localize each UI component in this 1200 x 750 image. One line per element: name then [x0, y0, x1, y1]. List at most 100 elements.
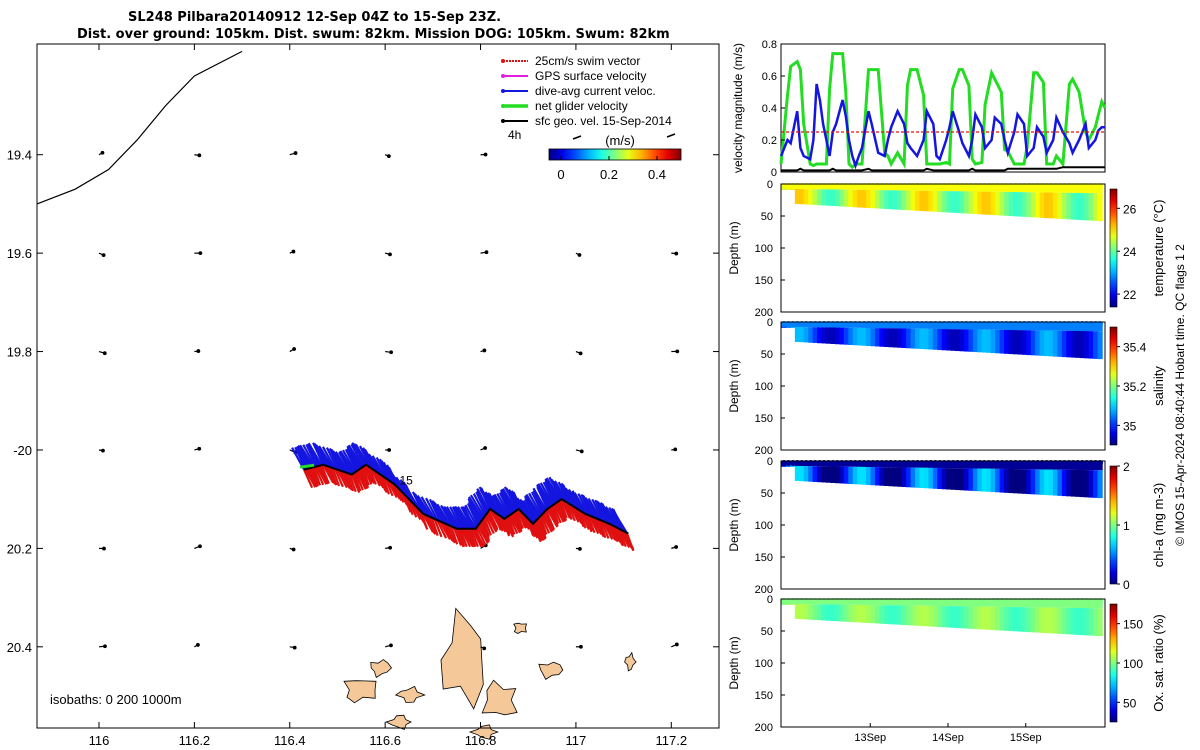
oxygen-profile-deep — [848, 604, 854, 622]
legend-swatch-head — [501, 104, 505, 108]
dive-avg-vector — [567, 488, 583, 513]
oxygen-profile-deep — [826, 604, 832, 621]
chl-colorbar-tick-label: 2 — [1123, 460, 1130, 474]
swim-vector — [361, 466, 370, 486]
dive-avg-vector — [461, 506, 477, 530]
salinity-profile-deep — [1066, 330, 1072, 358]
dive-avg-vector — [433, 502, 450, 526]
oxygen-profile-deep — [1021, 607, 1028, 632]
dive-avg-vector — [532, 487, 548, 511]
swim-vector — [348, 473, 357, 493]
track-day-label: 15 — [399, 473, 413, 487]
land-island — [538, 661, 564, 680]
oxygen-profile-deep — [874, 605, 881, 624]
dive-avg-vector — [318, 445, 334, 469]
temperature-profile-deep — [981, 191, 987, 215]
temperature-profile-deep — [857, 189, 863, 208]
chl-profile-deep — [1048, 469, 1054, 496]
dive-avg-vector — [467, 497, 483, 522]
dive-avg-vector — [443, 506, 460, 530]
temperature-profile-deep — [826, 189, 832, 206]
chl-colorbar-tick-label: 1 — [1123, 519, 1130, 533]
land-island — [513, 622, 528, 634]
chl-profile-deep — [1021, 469, 1028, 494]
dive-avg-vector — [537, 483, 554, 507]
map-x-tick-label: 116.4 — [274, 733, 306, 748]
temperature-profile-deep — [977, 191, 983, 215]
dive-avg-vector — [522, 500, 536, 524]
sfc-vector-head — [101, 448, 105, 453]
salinity-profile-deep — [1052, 330, 1059, 357]
chl-profile-deep — [1070, 469, 1076, 497]
chl-profile-deep — [821, 466, 827, 483]
oxygen-colorbar-tick-label: 100 — [1123, 657, 1143, 671]
chl-y-axis-label: Depth (m) — [727, 498, 741, 551]
chl-profile-deep — [901, 467, 907, 488]
legend-swatch-head — [501, 89, 505, 93]
salinity-profile-deep — [1079, 331, 1085, 359]
dive-avg-vector — [475, 491, 488, 515]
temperature-profile-deep — [821, 189, 827, 206]
chl-profile-deep — [799, 466, 805, 482]
sfc-vector-head — [482, 646, 487, 651]
dive-avg-vector — [604, 506, 620, 530]
arrow-scale-vector — [666, 133, 676, 138]
dive-avg-vector — [344, 448, 358, 472]
dive-avg-vector — [359, 445, 372, 469]
isobaths-label: isobaths: 0 200 1000m — [50, 692, 182, 707]
sfc-vector-head — [674, 251, 679, 256]
dive-avg-vector — [460, 506, 474, 530]
sfc-vector-head — [674, 545, 679, 549]
salinity-profile-deep — [1039, 330, 1045, 356]
map-x-tick-label: 117.2 — [656, 733, 688, 748]
velocity-y-axis-label: velocity magnitude (m/s) — [731, 43, 745, 173]
swim-vector — [447, 524, 456, 544]
chl-profile-deep — [981, 468, 987, 492]
temperature-profile-deep — [968, 191, 974, 214]
sfc-vector-head — [483, 152, 488, 157]
dive-avg-vector — [354, 443, 370, 467]
dive-avg-vector — [339, 450, 356, 474]
swim-vector — [568, 503, 580, 523]
swim-vector — [515, 510, 524, 530]
sfc-vector-head — [102, 351, 107, 356]
oxygen-profile-deep — [1075, 607, 1081, 635]
temperature-profile-deep — [901, 190, 907, 211]
salinity-profile-deep — [799, 327, 805, 343]
temperature-profile-deep — [941, 191, 947, 213]
map-y-tick-label: 19.8 — [7, 345, 32, 360]
dive-avg-vector — [307, 442, 323, 466]
swim-vector — [314, 466, 325, 486]
sfc-vector-head — [102, 546, 106, 551]
salinity-profile-deep — [1070, 330, 1076, 358]
sfc-vector-head — [577, 253, 582, 257]
chl-profile-deep — [817, 466, 823, 483]
salinity-profile-deep — [1021, 330, 1028, 355]
oxygen-profile-deep — [928, 605, 934, 627]
chl-profile-deep — [1088, 470, 1094, 498]
swim-vector — [474, 528, 484, 548]
chl-y-tick-label: 150 — [755, 552, 773, 564]
salinity-profile-deep — [857, 327, 863, 346]
oxygen-profile-deep — [799, 604, 805, 620]
temperature-profile-deep — [972, 191, 979, 215]
chl-y-tick-label: 200 — [755, 584, 773, 596]
oxygen-profile-deep — [888, 605, 894, 625]
temperature-profile-deep — [892, 190, 898, 210]
temperature-profile-deep — [946, 191, 952, 213]
salinity-profile-deep — [915, 328, 921, 349]
dive-avg-vector — [420, 496, 436, 520]
salinity-profile-deep — [852, 327, 858, 346]
land-island — [481, 679, 518, 716]
swim-vector — [457, 528, 466, 548]
oxygen-profile-deep — [1070, 607, 1076, 635]
temperature-profile-deep — [1048, 192, 1054, 219]
temperature-profile-deep — [808, 189, 814, 205]
swim-vector — [362, 465, 373, 485]
imos-credit-label: © IMOS 15-Apr-2024 08:40:44 Hobart time.… — [1173, 244, 1187, 546]
oxygen-profile-deep — [1026, 607, 1032, 633]
map-y-tick-label: 19.4 — [7, 148, 32, 163]
dive-avg-vector — [315, 444, 332, 468]
temperature-profile-deep — [1012, 192, 1019, 217]
oxygen-profile-deep — [843, 604, 850, 622]
